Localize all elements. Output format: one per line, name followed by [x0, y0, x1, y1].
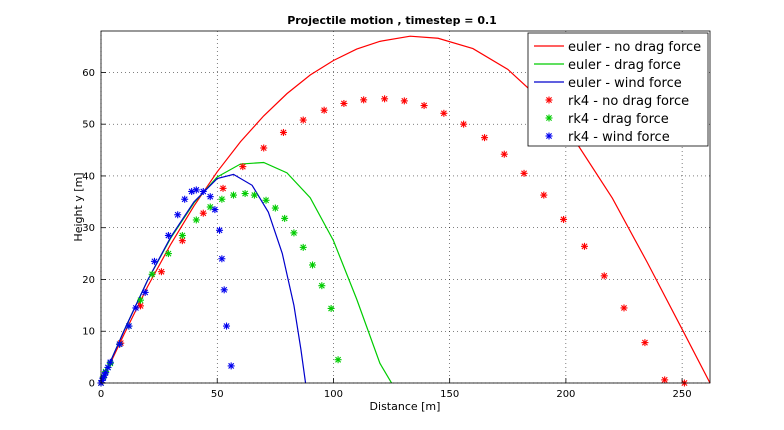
y-tick-label: 50	[82, 120, 95, 131]
data-point	[281, 214, 289, 222]
legend-swatch-rk4-wind-force	[545, 132, 553, 140]
legend-label-euler-no-drag-force: euler - no drag force	[568, 40, 701, 55]
data-point	[620, 304, 628, 312]
x-tick-label: 150	[440, 389, 459, 400]
data-point	[206, 193, 214, 201]
legend-swatch-rk4-no-drag-force	[545, 96, 553, 104]
series-line-euler-drag-force	[100, 161, 393, 384]
data-point	[199, 187, 207, 195]
series-line-euler-no-drag-force	[100, 35, 711, 384]
data-point	[137, 296, 145, 304]
data-point	[106, 358, 114, 366]
x-tick-label: 250	[673, 389, 692, 400]
data-point	[116, 340, 124, 348]
data-point	[164, 231, 172, 239]
data-point	[540, 191, 548, 199]
legend-label-rk4-no-drag-force: rk4 - no drag force	[568, 94, 689, 109]
data-point	[327, 304, 335, 312]
chart-title: Projectile motion , timestep = 0.1	[287, 14, 497, 27]
x-tick-label: 50	[211, 389, 224, 400]
data-point	[641, 339, 649, 347]
data-point	[157, 268, 165, 276]
data-point	[381, 95, 389, 103]
data-point	[400, 97, 408, 105]
y-tick-label: 40	[82, 171, 95, 182]
data-point	[219, 184, 227, 192]
data-point	[218, 195, 226, 203]
data-point	[600, 272, 608, 280]
data-point	[309, 261, 317, 269]
data-point	[318, 282, 326, 290]
x-axis-label: Distance [m]	[370, 400, 441, 413]
data-point	[174, 211, 182, 219]
data-point	[227, 362, 235, 370]
x-tick-label: 0	[98, 389, 104, 400]
data-point	[148, 270, 156, 278]
data-point	[104, 363, 112, 371]
ticks: 0 50 100 150 200 250 0 10 20 30 40 50 60	[82, 68, 691, 400]
data-point	[199, 209, 207, 217]
x-tick-label: 100	[324, 389, 343, 400]
data-point	[500, 150, 508, 158]
data-point	[178, 231, 186, 239]
data-point	[192, 216, 200, 224]
y-tick-label: 10	[82, 327, 95, 338]
legend-label-rk4-drag-force: rk4 - drag force	[568, 112, 669, 127]
data-point	[320, 106, 328, 114]
data-point	[223, 322, 231, 330]
data-point	[560, 215, 568, 223]
data-point	[125, 322, 133, 330]
series-points-rk4-wind-force	[97, 186, 235, 387]
y-tick-label: 0	[89, 379, 95, 390]
data-point	[262, 196, 270, 204]
data-point	[460, 120, 468, 128]
legend-swatch-rk4-drag-force	[545, 114, 553, 122]
data-point	[520, 169, 528, 177]
y-tick-label: 60	[82, 68, 95, 79]
data-point	[340, 99, 348, 107]
data-point	[299, 116, 307, 124]
x-tick-label: 200	[556, 389, 575, 400]
data-point	[211, 206, 219, 214]
series-line-euler-wind-force	[100, 173, 307, 384]
data-point	[290, 229, 298, 237]
data-point	[481, 134, 489, 142]
data-point	[260, 144, 268, 152]
data-point	[216, 226, 224, 234]
data-point	[420, 102, 428, 110]
legend-label-euler-drag-force: euler - drag force	[568, 58, 681, 73]
data-point	[181, 195, 189, 203]
y-tick-label: 30	[82, 223, 95, 234]
legend-label-euler-wind-force: euler - wind force	[568, 76, 682, 91]
data-point	[220, 286, 228, 294]
data-point	[150, 257, 158, 265]
data-point	[271, 204, 279, 212]
data-point	[102, 369, 110, 377]
data-point	[192, 186, 200, 194]
data-point	[218, 255, 226, 263]
data-point	[141, 288, 149, 296]
data-point	[132, 304, 140, 312]
data-point	[440, 109, 448, 117]
plot-frame	[100, 30, 711, 384]
data-point	[334, 356, 342, 364]
data-point	[279, 128, 287, 136]
series-points-rk4-drag-force	[97, 190, 342, 387]
data-point	[239, 163, 247, 171]
data-point	[164, 250, 172, 258]
series-layer	[97, 35, 711, 387]
data-point	[229, 191, 237, 199]
data-point	[241, 190, 249, 198]
data-point	[661, 376, 669, 384]
data-point	[299, 243, 307, 251]
data-point	[250, 191, 258, 199]
data-point	[580, 242, 588, 250]
y-tick-label: 20	[82, 275, 95, 286]
legend-label-rk4-wind-force: rk4 - wind force	[568, 130, 670, 145]
legend: euler - no drag force euler - drag force e…	[527, 32, 709, 147]
data-point	[360, 96, 368, 104]
y-axis-label: Height y [m]	[72, 172, 85, 241]
legend-box	[527, 32, 709, 147]
